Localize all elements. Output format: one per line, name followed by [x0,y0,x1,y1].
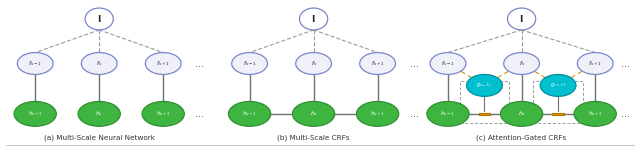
Text: $f_s$: $f_s$ [518,59,525,68]
Text: ...: ... [621,109,630,119]
Ellipse shape [577,53,613,74]
Text: (a) Multi-Scale Neural Network: (a) Multi-Scale Neural Network [44,135,155,141]
Ellipse shape [78,101,120,126]
Ellipse shape [508,8,536,30]
Ellipse shape [540,74,576,96]
Text: ...: ... [195,109,204,119]
Text: $f_s$: $f_s$ [310,59,317,68]
Text: $h_s$: $h_s$ [310,110,317,118]
Ellipse shape [360,53,396,74]
Text: ...: ... [621,59,630,68]
Text: $h_{s+1}$: $h_{s+1}$ [370,110,385,118]
Text: $g_{s,s+1}$: $g_{s,s+1}$ [550,82,566,89]
Bar [460,81,509,123]
Ellipse shape [145,53,181,74]
Bar [552,113,564,115]
Text: $f_{s+1}$: $f_{s+1}$ [588,59,602,68]
Ellipse shape [356,101,399,126]
Ellipse shape [85,8,113,30]
Text: ...: ... [195,59,204,68]
Ellipse shape [17,53,53,74]
Text: $h_s$: $h_s$ [518,110,525,118]
Ellipse shape [292,101,335,126]
Text: $\mathbf{I}$: $\mathbf{I}$ [311,13,316,25]
Text: $h_{s-1}$: $h_{s-1}$ [440,110,456,118]
Ellipse shape [467,74,502,96]
Text: $g_{s-1,s}$: $g_{s-1,s}$ [476,82,493,89]
Text: $f_s$: $f_s$ [96,59,102,68]
Text: $h_{s+1}$: $h_{s+1}$ [156,110,171,118]
Ellipse shape [504,53,540,74]
Text: $f_{s-1}$: $f_{s-1}$ [243,59,257,68]
Ellipse shape [430,53,466,74]
Text: $h_{s-1}$: $h_{s-1}$ [242,110,257,118]
Text: $\mathbf{I}$: $\mathbf{I}$ [519,13,524,25]
Ellipse shape [232,53,268,74]
Ellipse shape [14,101,56,126]
Bar [479,113,490,115]
Text: $f_{s-1}$: $f_{s-1}$ [28,59,42,68]
Ellipse shape [427,101,469,126]
Text: $h_{s-1}$: $h_{s-1}$ [28,110,43,118]
Text: (b) Multi-Scale CRFs: (b) Multi-Scale CRFs [277,135,350,141]
Text: ...: ... [410,59,419,68]
Text: ...: ... [410,109,419,119]
Ellipse shape [81,53,117,74]
Text: $\mathbf{I}$: $\mathbf{I}$ [97,13,102,25]
Ellipse shape [500,101,543,126]
Ellipse shape [300,8,328,30]
Text: (c) Attention-Gated CRFs: (c) Attention-Gated CRFs [476,135,567,141]
Text: $f_{s+1}$: $f_{s+1}$ [156,59,170,68]
Text: $f_{s+1}$: $f_{s+1}$ [371,59,385,68]
Text: $h_{s+1}$: $h_{s+1}$ [588,110,603,118]
Bar [533,81,583,123]
Ellipse shape [574,101,616,126]
Text: $f_{s-1}$: $f_{s-1}$ [441,59,455,68]
Ellipse shape [296,53,332,74]
Ellipse shape [142,101,184,126]
Text: $h_s$: $h_s$ [95,110,103,118]
Ellipse shape [228,101,271,126]
